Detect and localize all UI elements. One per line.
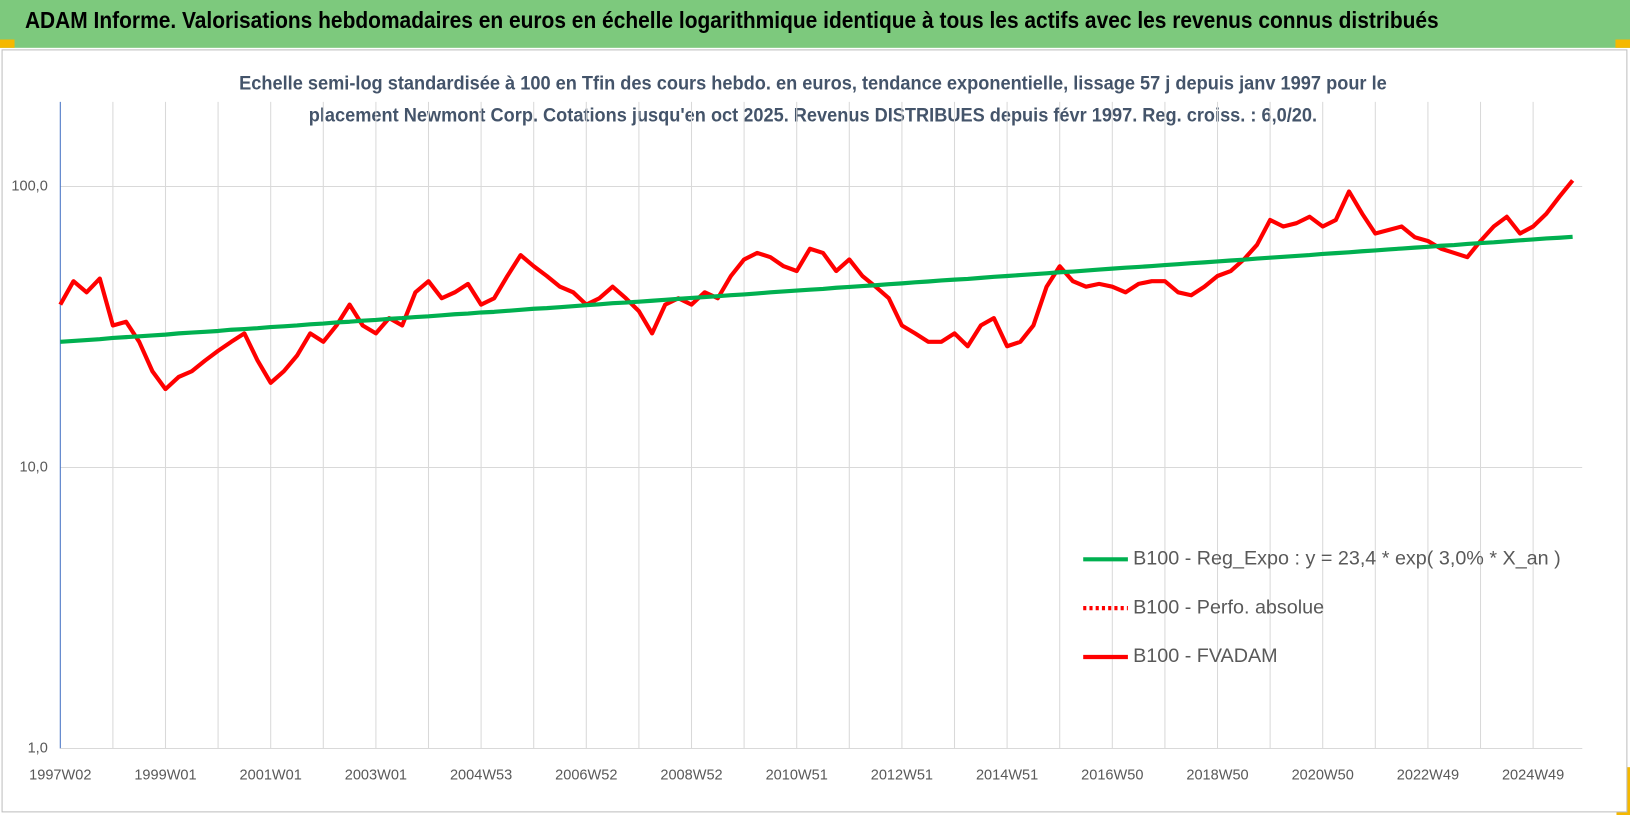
chart-title: ADAM Informe. Valorisations hebdomadaire… — [25, 7, 1439, 33]
x-tick-label: 2010W51 — [766, 767, 828, 783]
x-tick-label: 2018W50 — [1186, 767, 1248, 783]
corner-mark — [1615, 39, 1630, 48]
y-tick-label: 1,0 — [28, 740, 48, 756]
chart-frame — [1, 49, 1628, 813]
chart-subtitle: Echelle semi-log standardisée à 100 en T… — [239, 72, 1387, 94]
chart-subtitle: placement Newmont Corp. Cotations jusqu'… — [309, 105, 1317, 127]
legend-label: B100 - Perfo. absolue — [1133, 596, 1324, 618]
x-tick-label: 1997W02 — [29, 767, 91, 783]
y-tick-label: 100,0 — [11, 178, 47, 194]
series-line — [60, 234, 1573, 344]
x-tick-label: 2001W01 — [240, 767, 302, 783]
x-tick-label: 2020W50 — [1292, 767, 1354, 783]
header-bar — [0, 0, 1630, 48]
x-tick-label: 2016W50 — [1081, 767, 1143, 783]
y-tick-label: 10,0 — [20, 459, 48, 475]
corner-mark — [0, 39, 15, 48]
x-tick-label: 2024W49 — [1502, 767, 1564, 783]
x-tick-label: 2006W52 — [555, 767, 617, 783]
x-tick-label: 2012W51 — [871, 767, 933, 783]
x-tick-label: 2014W51 — [976, 767, 1038, 783]
x-tick-label: 2003W01 — [345, 767, 407, 783]
legend-label: B100 - FVADAM — [1133, 645, 1278, 667]
x-tick-label: 2008W52 — [660, 767, 722, 783]
x-tick-label: 2004W53 — [450, 767, 512, 783]
x-tick-label: 1999W01 — [134, 767, 196, 783]
x-tick-label: 2022W49 — [1397, 767, 1459, 783]
legend-label: B100 - Reg_Expo : y = 23,4 * exp( 3,0% *… — [1133, 547, 1561, 569]
series-line — [58, 179, 1575, 392]
